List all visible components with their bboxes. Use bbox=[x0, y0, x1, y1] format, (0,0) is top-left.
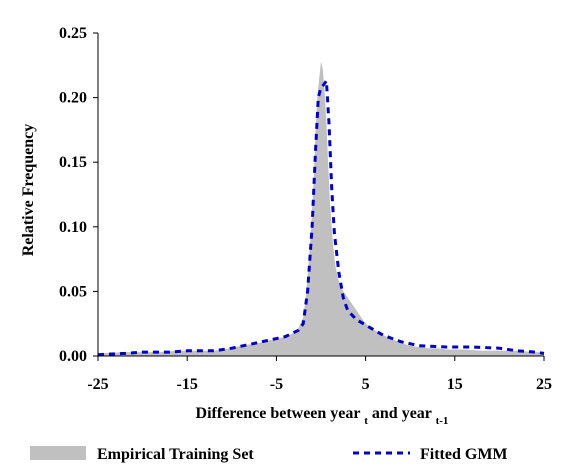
x-axis-title-mid: and year bbox=[372, 405, 432, 422]
ticks-layer: 0.00 0.05 0.10 0.15 0.20 0.25 -25 -15 -5 5 15 25 bbox=[59, 25, 552, 393]
x-axis-title: Difference between year t and year t-1 bbox=[196, 405, 449, 427]
y-tick-label: 0.15 bbox=[59, 154, 87, 171]
x-tick-label: 15 bbox=[447, 376, 463, 393]
legend-label-gmm: Fitted GMM bbox=[420, 446, 508, 463]
y-tick-label: 0.25 bbox=[59, 25, 87, 42]
legend-label-empirical: Empirical Training Set bbox=[97, 446, 254, 463]
x-axis-title-sub2: t-1 bbox=[436, 415, 449, 427]
x-tick-label: -5 bbox=[270, 376, 283, 393]
y-tick-label: 0.10 bbox=[59, 219, 87, 236]
y-tick-label: 0.20 bbox=[59, 90, 87, 107]
x-axis-title-sub1: t bbox=[364, 415, 368, 427]
y-tick-label: 0.00 bbox=[59, 348, 87, 365]
series-line-gmm bbox=[97, 79, 545, 357]
axes-layer bbox=[97, 33, 544, 357]
y-axis-title: Relative Frequency bbox=[20, 124, 37, 257]
x-tick-label: 25 bbox=[536, 376, 552, 393]
y-tick-label: 0.05 bbox=[59, 283, 87, 300]
legend: Empirical Training Set Fitted GMM bbox=[30, 446, 508, 463]
area-layer bbox=[98, 61, 544, 357]
line-layer bbox=[97, 79, 545, 357]
legend-swatch-empirical bbox=[30, 446, 86, 460]
series-area-empirical bbox=[98, 61, 544, 357]
x-axis-title-main: Difference between year bbox=[196, 405, 361, 422]
x-tick-label: -25 bbox=[87, 376, 108, 393]
x-tick-label: -15 bbox=[177, 376, 198, 393]
x-tick-label: 5 bbox=[362, 376, 370, 393]
